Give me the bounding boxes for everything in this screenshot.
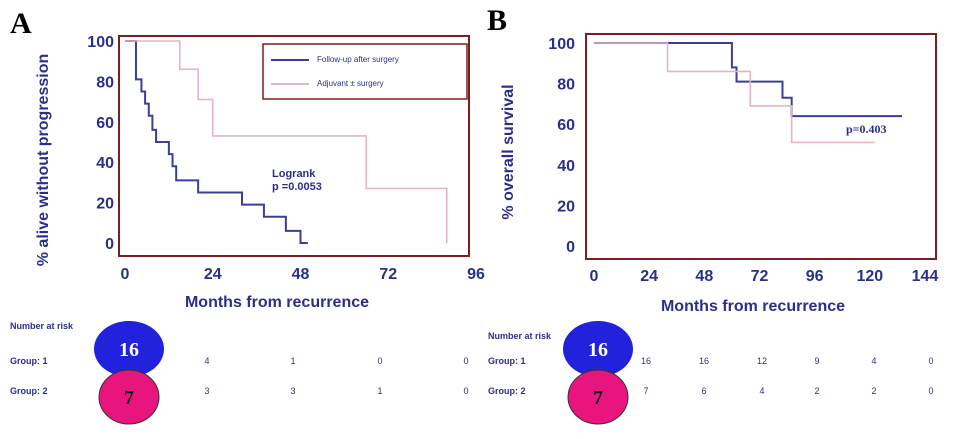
risk-row-label-group-1: Group: 1: [488, 356, 526, 366]
panel-b-plot-frame: [585, 33, 937, 260]
group-1-count: 16: [119, 339, 139, 361]
x-tick-label: 96: [467, 266, 485, 283]
risk-row-label-group-2: Group: 2: [10, 386, 48, 396]
risk-value: 0: [463, 356, 468, 366]
km-curve-series-1: [594, 42, 903, 118]
risk-value: 1: [290, 356, 295, 366]
panel-letter-a: A: [10, 7, 32, 40]
risk-value: 7: [643, 386, 648, 396]
panel-b-y-axis-title: % overall survival: [500, 84, 517, 219]
risk-value: 0: [463, 386, 468, 396]
km-curve-series-2: [594, 42, 875, 144]
group-2-count: 7: [593, 387, 603, 409]
x-tick-label: 48: [695, 268, 713, 285]
p-value-label: p=0.403: [846, 122, 887, 136]
x-tick-label: 72: [751, 268, 769, 285]
y-tick-label: 40: [557, 158, 575, 175]
legend-label-adjuvant: Adjuvant ± surgery: [317, 79, 384, 88]
x-tick-label: 0: [121, 266, 130, 283]
risk-value: 16: [641, 356, 651, 366]
risk-value: 12: [757, 356, 767, 366]
legend-box: [262, 43, 468, 100]
risk-table-title: Number at risk: [10, 321, 74, 331]
group-1-count: 16: [588, 339, 608, 361]
y-tick-label: 0: [105, 236, 114, 253]
panel-a-legend: Follow-up after surgery Adjuvant ± surge…: [262, 43, 468, 100]
x-tick-label: 24: [204, 266, 222, 283]
risk-value: 3: [204, 386, 209, 396]
risk-value: 4: [759, 386, 764, 396]
legend-label-follow-up: Follow-up after surgery: [317, 55, 399, 64]
y-tick-label: 60: [96, 115, 114, 132]
risk-value: 6: [701, 386, 706, 396]
logrank-label: Logrank: [272, 168, 316, 180]
risk-row-label-group-1: Group: 1: [10, 356, 48, 366]
panel-a-plot-frame: [118, 35, 470, 257]
panel-a-risk-table: Number at risk Group: 1 Group: 2 16 7 4 …: [10, 321, 469, 425]
y-tick-label: 80: [557, 77, 575, 94]
logrank-p-value: p =0.0053: [272, 181, 322, 193]
y-tick-label: 20: [96, 196, 114, 213]
x-tick-label: 144: [912, 268, 939, 285]
panel-b-x-axis-title: Months from recurrence: [661, 298, 845, 315]
y-tick-label: 0: [566, 239, 575, 256]
risk-value: 16: [699, 356, 709, 366]
panel-a-x-axis-title: Months from recurrence: [185, 294, 369, 311]
risk-value: 3: [290, 386, 295, 396]
x-tick-label: 72: [379, 266, 397, 283]
y-tick-label: 60: [557, 117, 575, 134]
risk-value: 2: [871, 386, 876, 396]
panel-b-risk-table: Number at risk Group: 1 Group: 2 16 7 16…: [488, 321, 934, 425]
y-tick-label: 20: [557, 198, 575, 215]
y-tick-label: 100: [87, 34, 114, 51]
x-tick-label: 96: [806, 268, 824, 285]
risk-row-label-group-2: Group: 2: [488, 386, 526, 396]
y-tick-label: 80: [96, 74, 114, 91]
group-1-count-circle: [563, 321, 633, 377]
km-curve-series-1: [125, 40, 308, 244]
panel-letter-b: B: [487, 4, 507, 37]
risk-value: 1: [377, 386, 382, 396]
x-tick-label: 120: [856, 268, 883, 285]
y-tick-label: 100: [548, 36, 575, 53]
km-curve-series-2: [125, 40, 448, 243]
group-2-count-circle: [98, 369, 160, 425]
risk-value: 0: [928, 386, 933, 396]
risk-value: 0: [928, 356, 933, 366]
risk-value: 4: [204, 356, 209, 366]
group-2-count-circle: [567, 369, 629, 425]
risk-table-title: Number at risk: [488, 331, 552, 341]
panel-a-y-axis-title: % alive without progression: [35, 54, 52, 266]
group-2-count: 7: [124, 387, 134, 409]
risk-value: 9: [814, 356, 819, 366]
risk-value: 4: [871, 356, 876, 366]
risk-value: 0: [377, 356, 382, 366]
risk-value: 2: [814, 386, 819, 396]
x-tick-label: 24: [640, 268, 658, 285]
y-tick-label: 40: [96, 155, 114, 172]
group-1-count-circle: [94, 321, 164, 377]
x-tick-label: 0: [590, 268, 599, 285]
x-tick-label: 48: [292, 266, 310, 283]
